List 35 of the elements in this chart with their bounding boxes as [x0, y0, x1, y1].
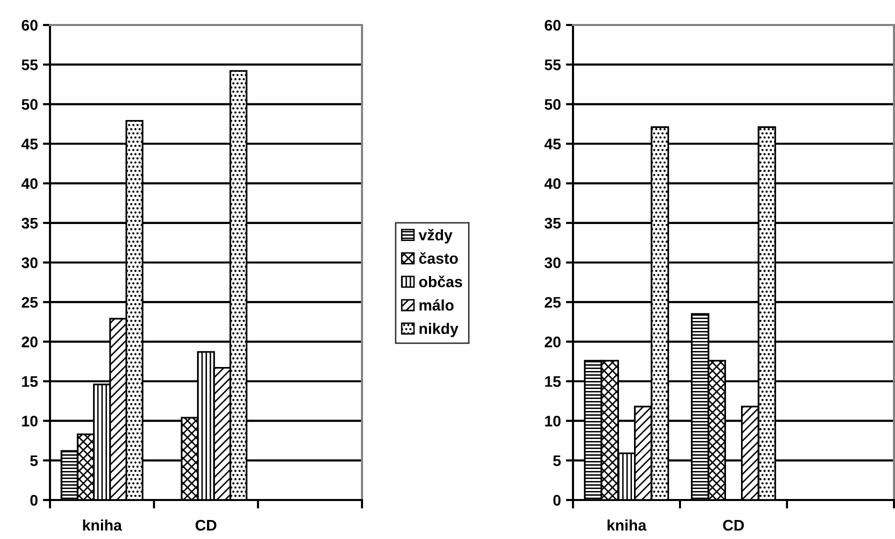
y-tick-label: 5	[30, 455, 38, 466]
legend-label: často	[419, 252, 458, 264]
legend-label: málo	[420, 299, 454, 311]
x-tick-label: CD	[196, 520, 216, 531]
y-tick-label: 45	[21, 138, 38, 150]
y-tick-label: 20	[22, 336, 38, 348]
x-tick-label: CD	[723, 520, 744, 531]
y-tick-label: 55	[22, 60, 38, 70]
y-tick-label: 15	[22, 376, 38, 387]
y-tick-label: 35	[22, 218, 38, 229]
y-tick-label: 10	[545, 416, 561, 427]
y-tick-label: 20	[544, 336, 561, 348]
y-tick-label: 25	[22, 296, 38, 308]
y-tick-label: 15	[545, 376, 561, 387]
y-tick-label: 10	[22, 416, 38, 427]
y-tick-label: 40	[21, 178, 38, 190]
y-tick-label: 55	[544, 60, 561, 70]
y-tick-label: 25	[544, 296, 561, 308]
y-tick-label: 30	[544, 257, 561, 268]
y-tick-label: 40	[544, 178, 561, 190]
legend-label: vždy	[418, 228, 452, 244]
y-tick-label: 0	[553, 494, 561, 506]
y-tick-label: 50	[544, 99, 561, 110]
x-tick-label: kniha	[608, 519, 647, 531]
y-tick-label: 30	[22, 257, 38, 268]
y-tick-label: 0	[30, 494, 38, 506]
y-tick-label: 50	[22, 99, 38, 110]
y-tick-label: 5	[553, 455, 561, 466]
legend-label: občas	[419, 276, 462, 288]
y-tick-label: 60	[544, 20, 561, 31]
legend-label: nikdy	[420, 322, 458, 338]
y-tick-label: 35	[544, 218, 561, 229]
y-tick-label: 45	[544, 138, 561, 150]
y-tick-label: 60	[22, 20, 38, 31]
x-tick-label: kniha	[83, 519, 122, 531]
